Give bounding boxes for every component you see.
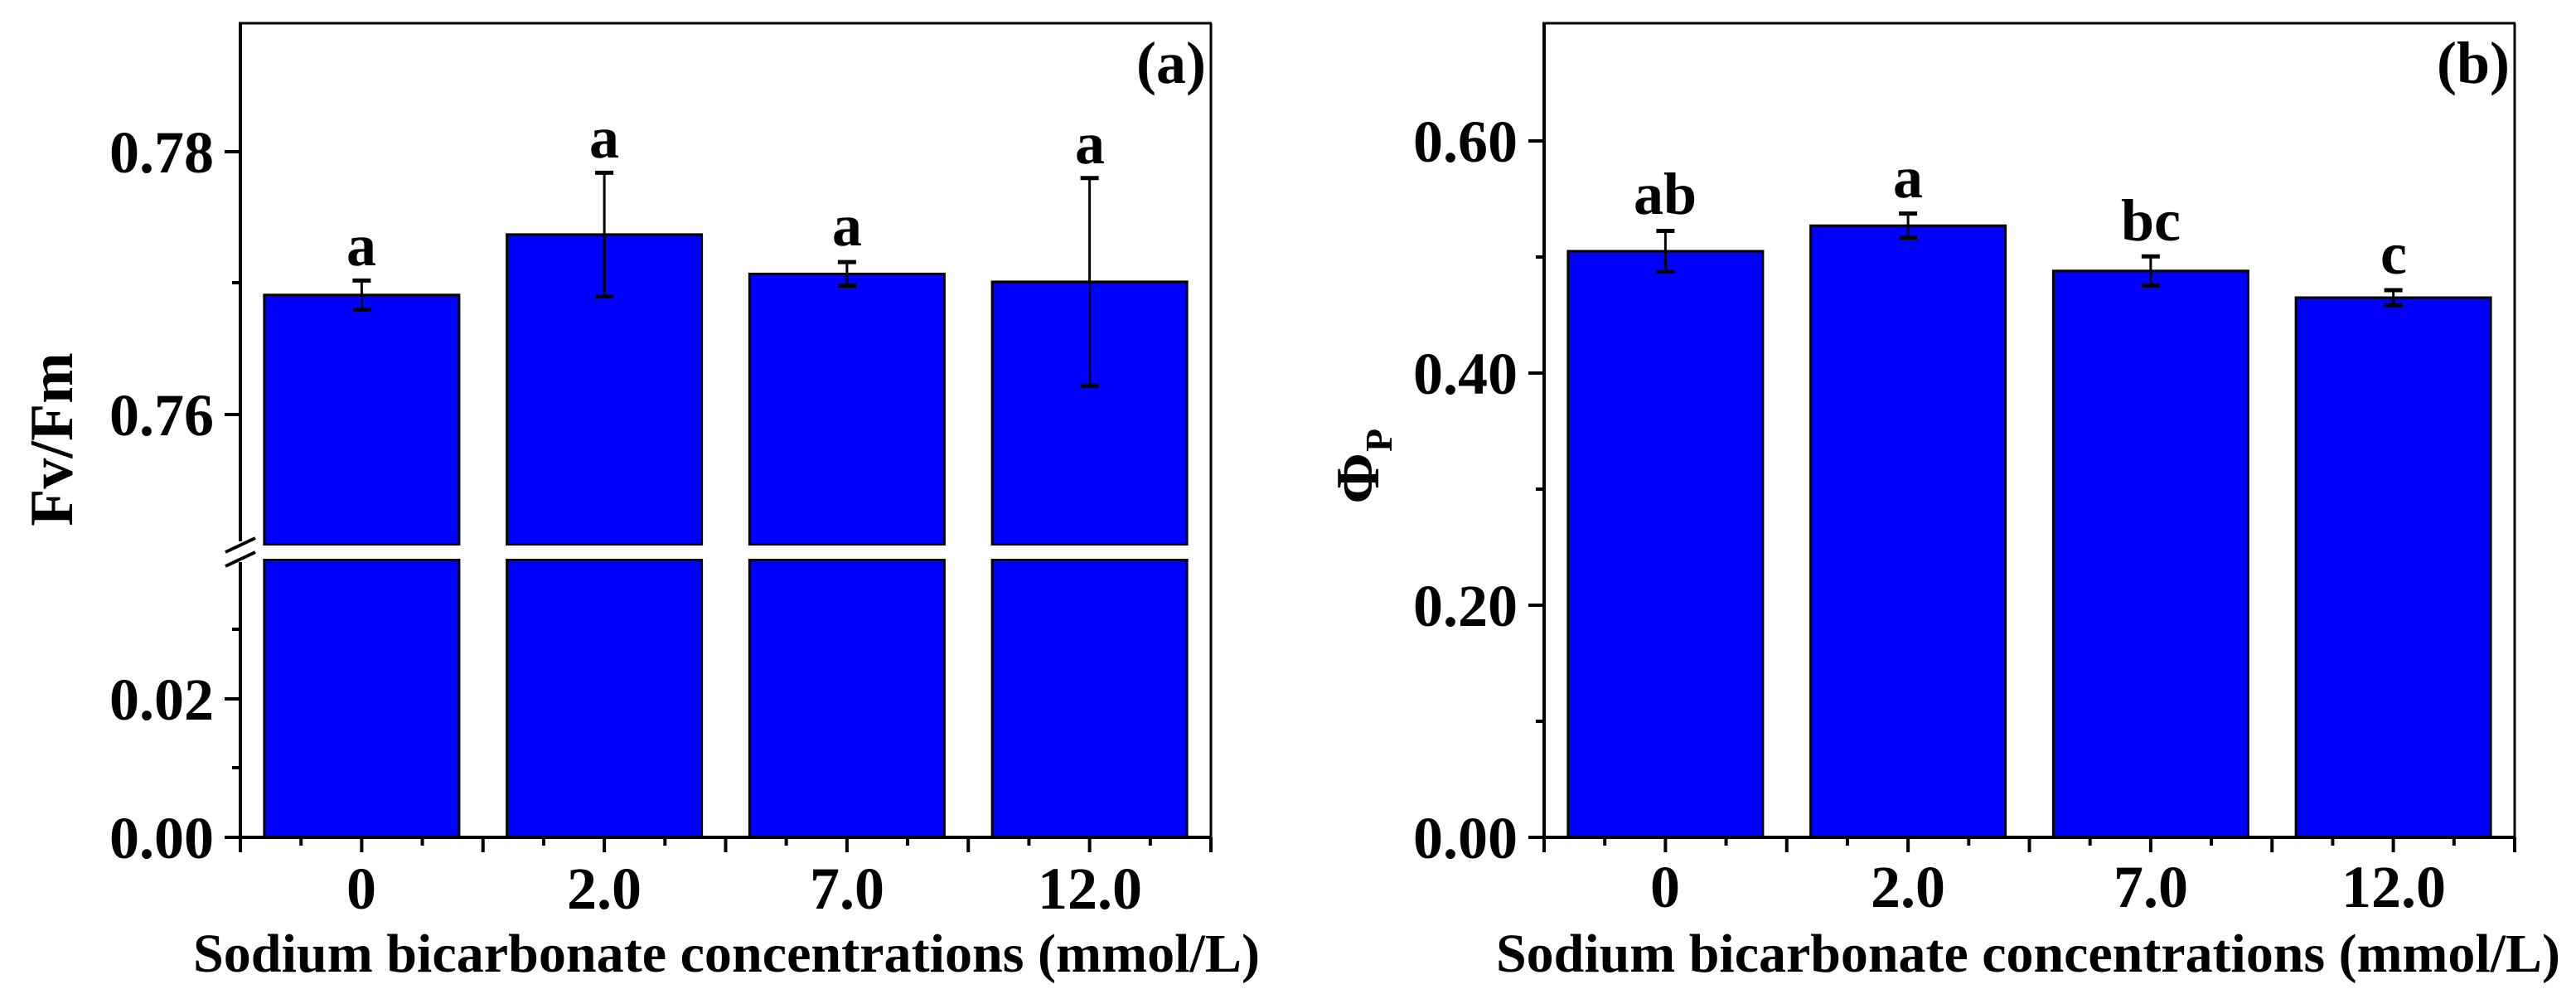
- panel-a-tag: (a): [1136, 30, 1206, 96]
- panel-a-x-axis-title: Sodium bicarbonate concentrations (mmol/…: [193, 924, 1260, 984]
- panel-b-significance-letter: bc: [2121, 187, 2181, 254]
- panel-a-xtick-label: 12.0: [1038, 856, 1142, 922]
- bar: [990, 558, 1189, 839]
- panel-b-y-ticks: [1528, 139, 1544, 723]
- panel-a-xtick-label: 0: [346, 856, 376, 922]
- panel-a-ytick-label: 0.00: [109, 805, 214, 871]
- phi-symbol: Φ: [1324, 453, 1392, 503]
- bar: [263, 293, 461, 546]
- panel-b-xtick-label: 0: [1650, 854, 1680, 920]
- panel-a-xtick-label: 7.0: [810, 856, 884, 922]
- panel-a-significance-letter: a: [1075, 110, 1105, 177]
- axis-break-icon: [225, 536, 256, 568]
- panel-a: 0.78 0.76 0.02 0.00 0 2.0 7.0 12.0 a a a…: [18, 22, 1260, 984]
- panel-b-ytick-label: 0.40: [1413, 341, 1518, 407]
- panel-a-x-ticks: [239, 837, 1213, 852]
- bar: [506, 558, 704, 839]
- bar: [2294, 296, 2492, 839]
- bar: [263, 558, 461, 839]
- bar: [1566, 250, 1765, 839]
- panel-b-tag: (b): [2437, 30, 2510, 96]
- panel-b-x-axis-title: Sodium bicarbonate concentrations (mmol/…: [1496, 924, 2560, 984]
- phi-subscript: P: [1358, 429, 1400, 452]
- panel-a-ytick-label: 0.76: [109, 382, 214, 449]
- panel-b-xtick-label: 7.0: [2114, 854, 2188, 920]
- panel-b-ytick-label: 0.60: [1413, 109, 1518, 175]
- bar: [748, 558, 946, 839]
- panel-a-ytick-label: 0.78: [109, 119, 214, 186]
- panel-a-significance-letter: a: [346, 212, 376, 279]
- panel-b-xtick-label: 12.0: [2341, 854, 2446, 920]
- bar: [748, 272, 946, 546]
- panel-b-significance-letter: ab: [1634, 161, 1697, 227]
- panel-a-significance-letter: a: [832, 192, 862, 259]
- panel-a-bars: [262, 170, 1189, 839]
- panel-b-y-axis-title: Φ P: [1324, 429, 1400, 504]
- bar: [2051, 269, 2249, 839]
- panel-b-x-ticks: [1542, 837, 2516, 852]
- bar: [1809, 224, 2007, 839]
- panel-b-significance-letter: c: [2380, 221, 2407, 287]
- panel-b-xtick-label: 2.0: [1871, 854, 1945, 920]
- panel-a-y-axis-title: Fv/Fm: [18, 352, 86, 526]
- panel-a-y-ticks: [225, 150, 240, 769]
- panel-b-bars: [1566, 211, 2492, 839]
- panel-a-significance-letter: a: [589, 104, 619, 171]
- panel-b: 0.60 0.40 0.20 0.00 0 2.0 7.0 12.0 ab a …: [1324, 22, 2560, 984]
- panel-a-xtick-label: 2.0: [567, 856, 642, 922]
- panel-a-ytick-label: 0.02: [109, 667, 214, 733]
- panel-b-ytick-label: 0.20: [1413, 573, 1518, 639]
- panel-b-ytick-label: 0.00: [1413, 805, 1518, 871]
- panel-b-significance-letter: a: [1893, 144, 1923, 211]
